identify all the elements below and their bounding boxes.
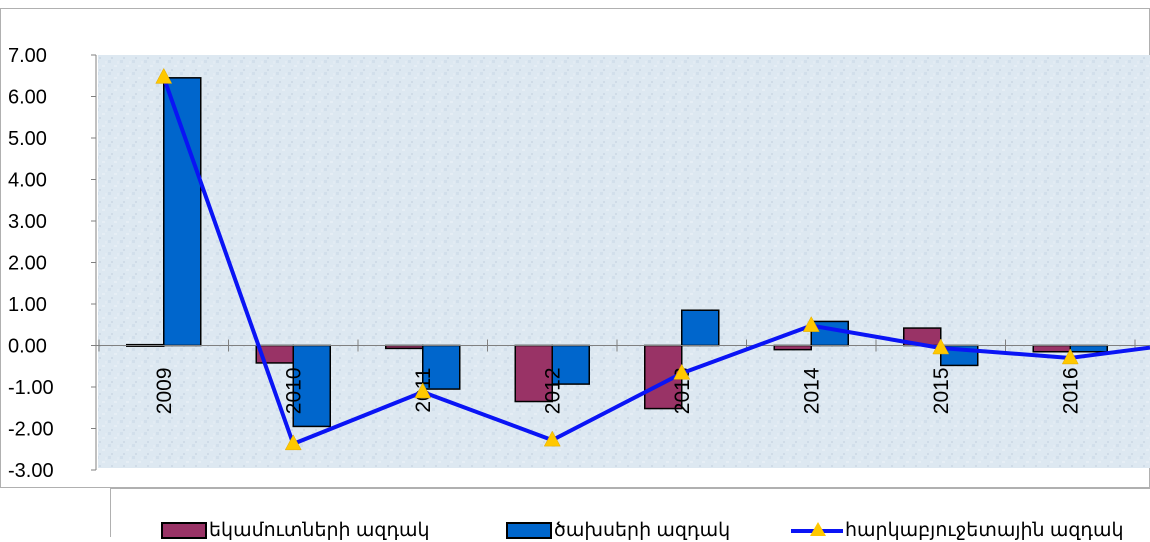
line-series xyxy=(155,67,1150,451)
x-tick-label: 2015 xyxy=(930,368,953,415)
y-tick-label: -2.00 xyxy=(8,419,54,441)
fiscal-impulse-marker xyxy=(932,338,950,355)
y-tick-label: 7.00 xyxy=(8,45,47,67)
legend-item-fiscal: հարկաբյուջետային ազդակ xyxy=(791,519,1124,542)
y-tick-label: 0.00 xyxy=(8,336,47,358)
y-tick-label: 4.00 xyxy=(8,170,47,192)
fiscal-impulse-marker xyxy=(543,430,561,447)
fiscal-impulse-marker xyxy=(673,363,691,380)
y-tick-label: 1.00 xyxy=(8,294,47,316)
legend-label-fiscal: հարկաբյուջետային ազդակ xyxy=(845,520,1124,541)
fiscal-impulse-marker xyxy=(414,382,432,399)
legend-swatch-fiscal xyxy=(791,522,843,539)
legend-item-revenue: եկամուտների ազդակ xyxy=(161,519,430,542)
bar-expenditure xyxy=(292,344,331,428)
legend-label-expenditure: ծախսերի ազդակ xyxy=(554,520,731,541)
legend: եկամուտների ազդակ ծախսերի ազդակ հարկաբյո… xyxy=(110,488,1150,541)
plot-area xyxy=(98,55,1150,468)
fiscal-impulse-marker xyxy=(802,316,820,332)
fiscal-impulse-marker xyxy=(155,67,173,84)
bar-expenditure xyxy=(163,77,202,347)
fiscal-impulse-marker xyxy=(1061,348,1079,365)
bar-revenue xyxy=(773,344,812,351)
y-tick-label: 5.00 xyxy=(8,128,47,150)
bar-revenue xyxy=(1032,344,1071,353)
y-tick-label: -1.00 xyxy=(8,377,54,399)
y-axis: 7.00 6.00 5.00 4.00 3.00 2.00 1.00 0.00 -1.00 -2.… xyxy=(8,45,97,482)
x-tick-label: 2014 xyxy=(800,367,823,414)
x-tick-labels: 20092010201120122013201420152016 xyxy=(153,367,1083,414)
x-tick-label: 2012 xyxy=(541,368,564,415)
y-tick-label: 2.00 xyxy=(8,253,47,275)
y-tick-label: 3.00 xyxy=(8,211,47,233)
bar-expenditure xyxy=(1069,344,1108,353)
bar-expenditure xyxy=(681,309,720,347)
x-tick-label: 2016 xyxy=(1059,368,1082,415)
y-tick-label: 6.00 xyxy=(8,87,47,109)
legend-swatch-expenditure xyxy=(506,522,552,539)
x-tick-label: 2010 xyxy=(282,368,305,415)
fiscal-impulse-marker xyxy=(284,434,302,451)
legend-label-revenue: եկամուտների ազդակ xyxy=(209,520,430,541)
x-tick-label: 2009 xyxy=(153,368,176,415)
bars xyxy=(126,77,1108,428)
legend-swatch-revenue xyxy=(161,522,207,539)
chart-svg: 7.00 6.00 5.00 4.00 3.00 2.00 1.00 0.00 -1.00 -2.… xyxy=(0,8,1150,488)
bar-expenditure xyxy=(551,344,590,385)
legend-item-expenditure: ծախսերի ազդակ xyxy=(506,519,730,542)
y-tick-label: -3.00 xyxy=(8,460,54,482)
